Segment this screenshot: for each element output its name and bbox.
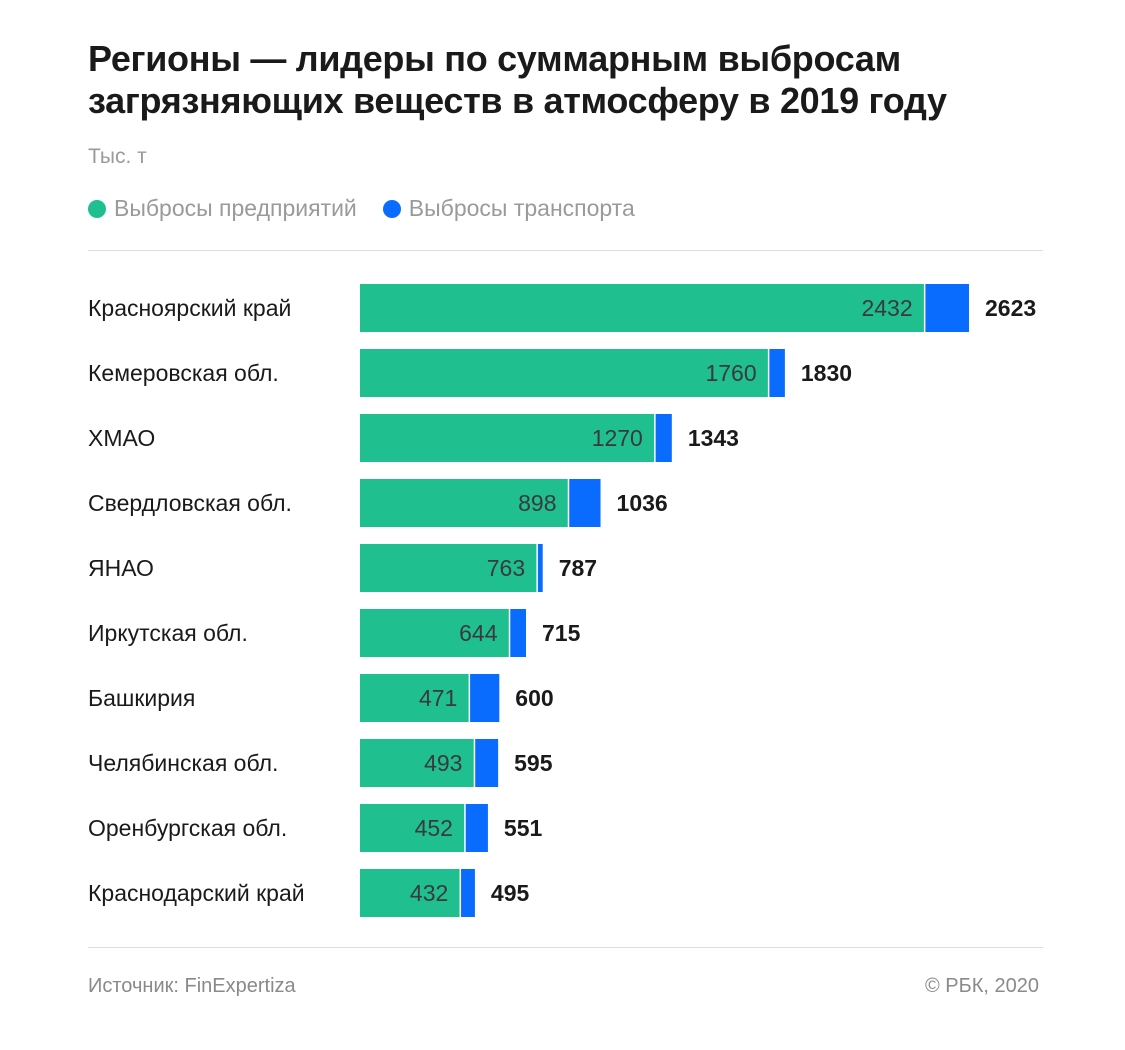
value-label-enterprises: 432 xyxy=(410,880,448,906)
bar-enterprises xyxy=(360,544,538,592)
value-label-enterprises: 471 xyxy=(419,685,457,711)
bar-transport xyxy=(509,609,527,657)
legend-dot-enterprises xyxy=(88,199,106,218)
legend-label-transport: Выбросы транспорта xyxy=(408,195,635,221)
category-label: ХМАО xyxy=(88,425,155,451)
total-label: 1343 xyxy=(688,425,739,451)
bar-enterprises xyxy=(360,674,470,722)
total-label: 2623 xyxy=(985,295,1036,321)
category-label: Иркутская обл. xyxy=(88,620,248,646)
bar-transport xyxy=(474,739,499,787)
total-label: 1036 xyxy=(617,490,668,516)
value-label-enterprises: 493 xyxy=(424,750,462,776)
category-label: Красноярский край xyxy=(88,295,291,321)
bar-enterprises xyxy=(360,479,569,527)
category-label: ЯНАО xyxy=(88,555,154,581)
bar-transport xyxy=(568,479,601,527)
value-label-enterprises: 644 xyxy=(459,620,498,646)
value-label-enterprises: 763 xyxy=(487,555,525,581)
chart-title: Регионы — лидеры по суммарным выбросам з… xyxy=(88,38,947,121)
bar-enterprises xyxy=(360,414,655,462)
bar-enterprises xyxy=(360,284,925,332)
bar-transport xyxy=(654,414,672,462)
legend-dot-transport xyxy=(382,199,401,218)
value-label-enterprises: 898 xyxy=(518,490,556,516)
legend-item-enterprises: Выбросы предприятий xyxy=(88,195,357,222)
category-label: Оренбургская обл. xyxy=(88,815,287,841)
bar-transport xyxy=(460,869,475,917)
category-label: Краснодарский край xyxy=(88,880,305,906)
unit-label: Тыс. т xyxy=(88,145,147,168)
bottom-divider xyxy=(88,947,1043,948)
value-label-enterprises: 1270 xyxy=(592,425,643,451)
bar-transport xyxy=(924,284,969,332)
bar-enterprises xyxy=(360,739,475,787)
bar-transport xyxy=(768,349,785,397)
bar-transport xyxy=(464,804,488,852)
total-label: 595 xyxy=(514,750,553,776)
bar-transport xyxy=(537,544,543,592)
bar-enterprises xyxy=(360,609,510,657)
copyright: © РБК, 2020 xyxy=(924,975,1039,997)
legend-label-enterprises: Выбросы предприятий xyxy=(114,195,357,221)
legend: Выбросы предприятий Выбросы транспорта xyxy=(88,195,661,222)
total-label: 1830 xyxy=(801,360,852,386)
total-label: 600 xyxy=(515,685,553,711)
category-label: Свердловская обл. xyxy=(88,490,292,516)
top-divider xyxy=(88,250,1043,251)
total-label: 495 xyxy=(491,880,530,906)
value-label-enterprises: 2432 xyxy=(861,295,912,321)
category-label: Башкирия xyxy=(88,685,195,711)
bar-enterprises xyxy=(360,869,461,917)
bar-enterprises xyxy=(360,804,465,852)
bar-transport xyxy=(469,674,500,722)
bar-enterprises xyxy=(360,349,769,397)
total-label: 715 xyxy=(542,620,581,646)
value-label-enterprises: 1760 xyxy=(705,360,756,386)
total-label: 551 xyxy=(504,815,543,841)
category-label: Кемеровская обл. xyxy=(88,360,279,386)
legend-item-transport: Выбросы транспорта xyxy=(382,195,635,222)
source-note: Источник: FinExpertiza xyxy=(88,975,296,997)
value-label-enterprises: 452 xyxy=(415,815,453,841)
category-label: Челябинская обл. xyxy=(88,750,278,776)
total-label: 787 xyxy=(559,555,597,581)
